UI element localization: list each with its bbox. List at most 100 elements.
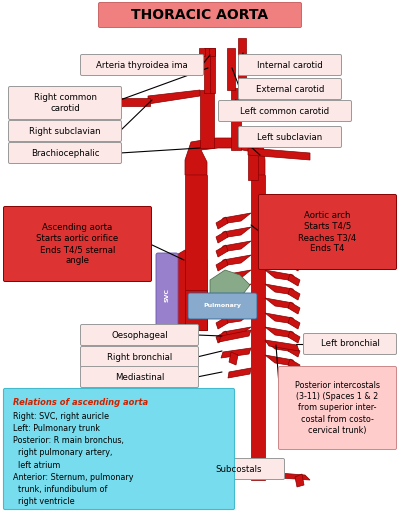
Polygon shape [288,217,300,229]
Polygon shape [288,317,300,329]
Polygon shape [221,313,251,324]
Text: THORACIC AORTA: THORACIC AORTA [132,8,268,22]
Text: Posterior intercostals
(3-11) (Spaces 1 & 2
from superior inter-
costal from cos: Posterior intercostals (3-11) (Spaces 1 … [295,381,380,435]
Polygon shape [221,284,251,295]
FancyBboxPatch shape [188,293,257,319]
Polygon shape [265,341,295,352]
Polygon shape [209,474,218,487]
FancyBboxPatch shape [258,195,396,269]
FancyBboxPatch shape [194,459,284,480]
Polygon shape [265,298,295,309]
FancyBboxPatch shape [98,3,302,28]
Polygon shape [216,288,228,300]
Text: Left common carotid: Left common carotid [240,106,330,116]
Polygon shape [288,288,300,300]
Text: Ascending aorta
Starts aortic orifice
Ends T4/5 sternal
angle: Ascending aorta Starts aortic orifice En… [36,223,119,265]
Polygon shape [265,472,310,480]
Polygon shape [288,345,300,357]
FancyBboxPatch shape [304,333,396,354]
Polygon shape [206,472,251,480]
Polygon shape [221,255,251,266]
Bar [115,98,150,106]
Text: Subcostals: Subcostals [216,464,262,474]
Polygon shape [219,330,251,342]
Bar [238,38,246,93]
Polygon shape [288,231,300,243]
Polygon shape [221,327,251,338]
Polygon shape [288,359,300,371]
Bar [209,48,215,56]
Polygon shape [265,213,295,224]
Polygon shape [185,138,265,175]
Polygon shape [216,245,228,257]
Polygon shape [265,255,295,266]
FancyBboxPatch shape [218,100,352,121]
Text: Right subclavian: Right subclavian [29,126,101,136]
Polygon shape [228,368,251,378]
Text: Left bronchial: Left bronchial [320,339,380,349]
Text: Aortic arch
Starts T4/5
Reaches T3/4
Ends T4: Aortic arch Starts T4/5 Reaches T3/4 End… [298,211,357,253]
Bar [205,48,215,93]
FancyBboxPatch shape [80,367,198,388]
Text: Arteria thyroidea ima: Arteria thyroidea ima [96,60,188,70]
Text: Pulmonary: Pulmonary [203,304,241,309]
Polygon shape [288,259,300,271]
Polygon shape [295,474,304,487]
FancyBboxPatch shape [8,87,122,119]
Text: Internal carotid: Internal carotid [257,60,323,70]
Polygon shape [288,302,300,314]
Polygon shape [221,298,251,309]
Bar [204,48,210,93]
Bar [251,175,265,480]
Polygon shape [221,348,251,358]
Bar [248,148,258,180]
Polygon shape [248,148,310,160]
Text: External carotid: External carotid [256,84,324,94]
Polygon shape [216,231,228,243]
FancyBboxPatch shape [238,126,342,147]
Polygon shape [288,245,300,257]
Polygon shape [216,217,228,229]
Polygon shape [221,227,251,238]
Polygon shape [265,355,295,366]
Polygon shape [148,90,200,104]
Polygon shape [265,227,295,238]
Bar [200,90,214,148]
Text: SVC: SVC [164,288,170,302]
Bar [185,175,207,330]
Text: Right bronchial: Right bronchial [107,352,172,361]
Text: Left subclavian: Left subclavian [257,133,323,141]
Polygon shape [216,317,228,329]
FancyBboxPatch shape [8,142,122,163]
Polygon shape [288,331,300,343]
Polygon shape [210,270,250,302]
Polygon shape [216,259,228,271]
FancyBboxPatch shape [238,78,342,99]
Text: Mediastinal: Mediastinal [115,373,164,381]
Polygon shape [265,313,295,324]
Polygon shape [265,241,295,252]
Polygon shape [216,274,228,286]
FancyBboxPatch shape [156,253,178,337]
Polygon shape [288,274,300,286]
Polygon shape [221,213,251,224]
Polygon shape [221,241,251,252]
Text: Right common
carotid: Right common carotid [34,93,96,113]
FancyBboxPatch shape [238,54,342,75]
FancyBboxPatch shape [8,120,122,141]
FancyBboxPatch shape [4,206,152,282]
Bar [199,48,205,56]
Polygon shape [265,340,299,351]
Text: Right: SVC, right auricle
Left: Pulmonary trunk
Posterior: R main bronchus,
  ri: Right: SVC, right auricle Left: Pulmonar… [13,412,134,506]
Bar [227,48,235,90]
Polygon shape [265,327,295,338]
FancyBboxPatch shape [80,347,198,368]
Text: Relations of ascending aorta: Relations of ascending aorta [13,398,148,407]
Polygon shape [216,331,228,343]
Polygon shape [265,284,295,295]
Text: Brachiocephalic: Brachiocephalic [31,148,99,158]
Polygon shape [265,270,295,281]
Bar [231,88,241,150]
Text: Oesophageal: Oesophageal [111,331,168,339]
FancyBboxPatch shape [278,367,396,450]
